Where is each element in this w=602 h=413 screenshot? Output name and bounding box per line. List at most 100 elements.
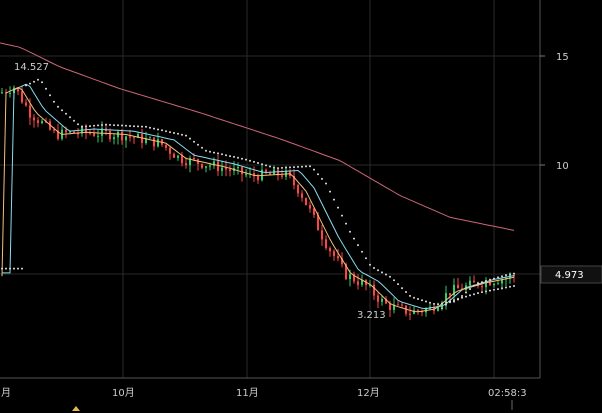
candle-body bbox=[213, 161, 215, 166]
band-dot bbox=[221, 153, 223, 156]
band-dot bbox=[313, 168, 315, 171]
grid bbox=[0, 0, 540, 378]
band-dot bbox=[417, 298, 419, 300]
band-dot bbox=[245, 158, 247, 161]
band-dot bbox=[141, 125, 143, 128]
band-dot bbox=[405, 291, 407, 293]
band-dot bbox=[181, 133, 183, 136]
band-dot bbox=[469, 294, 471, 297]
series-dotted-upper bbox=[1, 78, 515, 306]
candle-body bbox=[117, 131, 119, 138]
candle-body bbox=[17, 87, 19, 92]
band-dot bbox=[97, 124, 99, 127]
band-dot bbox=[165, 130, 167, 133]
candle-body bbox=[229, 169, 231, 172]
band-dot bbox=[25, 84, 27, 87]
band-dot bbox=[241, 157, 243, 160]
candle-body bbox=[437, 307, 439, 311]
band-dot bbox=[105, 123, 107, 126]
candle-body bbox=[73, 131, 75, 134]
band-dot bbox=[461, 295, 463, 297]
band-dot bbox=[277, 167, 279, 170]
candle-body bbox=[337, 256, 339, 259]
band-dot bbox=[401, 287, 403, 290]
candle-body bbox=[317, 214, 319, 231]
candle-body bbox=[93, 133, 95, 136]
candle-body bbox=[133, 137, 135, 139]
candle-body bbox=[441, 302, 443, 308]
candle-body bbox=[309, 205, 311, 209]
candle-body bbox=[329, 248, 331, 252]
candle-body bbox=[89, 132, 91, 134]
band-dot bbox=[77, 123, 79, 126]
band-dot bbox=[169, 131, 171, 134]
candle-body bbox=[149, 137, 151, 139]
band-dot bbox=[309, 165, 311, 168]
band-dot bbox=[237, 156, 239, 159]
band-dot bbox=[197, 143, 199, 146]
candle-body bbox=[325, 239, 327, 249]
band-dot bbox=[269, 165, 271, 168]
band-dot bbox=[445, 303, 447, 306]
candle-body bbox=[493, 283, 495, 286]
band-dot bbox=[29, 82, 31, 85]
band-dot bbox=[101, 124, 103, 126]
candle-body bbox=[269, 172, 271, 175]
band-dot bbox=[441, 307, 443, 310]
candle-body bbox=[237, 167, 239, 169]
x-tick-label-0: 月 bbox=[1, 387, 11, 399]
band-dot bbox=[477, 292, 479, 295]
band-dot bbox=[493, 288, 495, 291]
band-dot bbox=[321, 177, 323, 180]
band-dot bbox=[501, 287, 503, 290]
candle-body bbox=[113, 137, 115, 140]
band-dot bbox=[373, 267, 375, 269]
band-dot bbox=[125, 124, 127, 127]
candle-body bbox=[373, 284, 375, 296]
band-dot bbox=[305, 165, 307, 168]
candle-body bbox=[381, 298, 383, 302]
band-dot bbox=[497, 276, 499, 279]
band-dot bbox=[185, 134, 187, 137]
band-dot bbox=[349, 230, 351, 233]
band-dot bbox=[233, 155, 235, 158]
candle-body bbox=[37, 120, 39, 124]
band-dot bbox=[5, 267, 7, 270]
candle-body bbox=[181, 155, 183, 164]
candle-body bbox=[253, 173, 255, 177]
candle-body bbox=[25, 102, 27, 106]
band-dot bbox=[433, 302, 435, 305]
band-dot bbox=[513, 285, 515, 287]
band-dot bbox=[113, 124, 115, 127]
band-dot bbox=[17, 267, 19, 270]
band-dot bbox=[273, 166, 275, 169]
band-dot bbox=[481, 291, 483, 294]
band-dot bbox=[357, 244, 359, 247]
band-dot bbox=[365, 257, 367, 260]
candle-body bbox=[313, 208, 315, 215]
band-dot bbox=[341, 214, 343, 217]
candle-body bbox=[205, 166, 207, 168]
band-dot bbox=[505, 274, 507, 277]
last-price-box bbox=[540, 265, 602, 284]
band-dot bbox=[513, 272, 515, 275]
candle-body bbox=[413, 310, 415, 314]
band-dot bbox=[509, 273, 511, 276]
x-tick-label-1: 10月 bbox=[112, 387, 135, 399]
candle-body bbox=[21, 91, 23, 103]
band-dot bbox=[353, 237, 355, 240]
band-dot bbox=[337, 206, 339, 209]
band-dot bbox=[1, 267, 3, 270]
candle-body bbox=[469, 280, 471, 286]
candle-body bbox=[153, 137, 155, 147]
band-dot bbox=[429, 301, 431, 304]
candle-body bbox=[157, 139, 159, 147]
candle-body bbox=[137, 134, 139, 138]
band-dot bbox=[413, 296, 415, 299]
band-dot bbox=[421, 299, 423, 302]
candle-body bbox=[245, 174, 247, 176]
candle-body bbox=[361, 280, 363, 285]
candle-body bbox=[481, 286, 483, 288]
candle-body bbox=[453, 284, 455, 296]
